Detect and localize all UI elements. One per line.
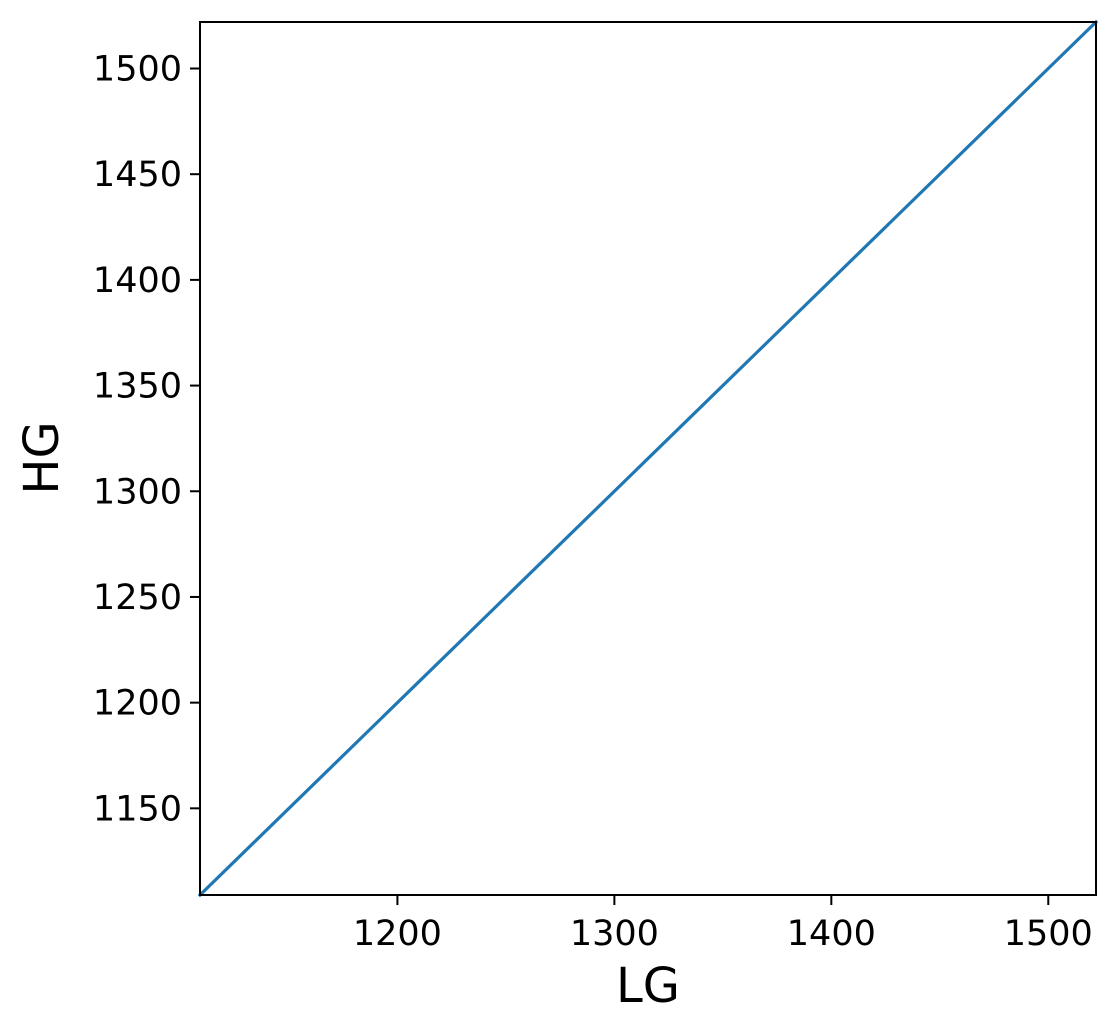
y-axis-label: HG [14,421,70,494]
y-axis: 1150 1200 1250 1300 1350 1400 1450 1500 [93,50,200,829]
x-tick-label: 1500 [1004,914,1093,954]
plot-frame [199,21,1097,896]
y-tick-label: 1400 [93,261,182,301]
y-tick-label: 1150 [93,789,182,829]
y-tick-label: 1500 [93,50,182,90]
x-tick-label: 1400 [787,914,876,954]
chart-marks [197,19,1099,898]
series-line-1 [197,19,1099,898]
x-tick-label: 1200 [353,914,442,954]
y-tick-label: 1300 [93,472,182,512]
y-tick-label: 1200 [93,684,182,724]
x-axis-label: LG [616,958,680,1014]
y-tick-label: 1350 [93,367,182,407]
y-tick-label: 1450 [93,155,182,195]
y-tick-label: 1250 [93,578,182,618]
x-axis: 1200 1300 1400 1500 [353,895,1093,954]
x-tick-label: 1300 [570,914,659,954]
